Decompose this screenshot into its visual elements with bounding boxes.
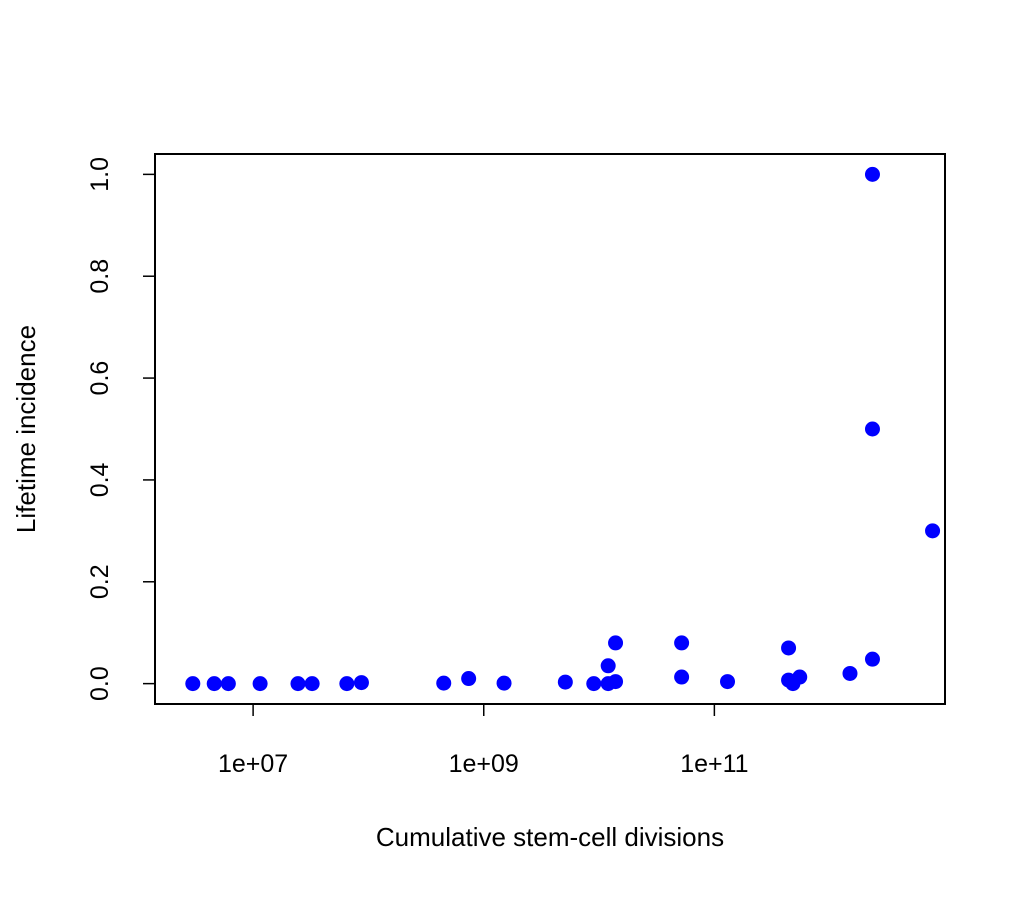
data-point <box>864 166 880 182</box>
data-point <box>252 676 268 692</box>
x-tick-label: 1e+07 <box>218 750 288 778</box>
data-point <box>185 676 201 692</box>
x-tick-label: 1e+09 <box>449 750 519 778</box>
data-point <box>600 658 616 674</box>
y-tick-label: 1.0 <box>86 157 114 192</box>
data-point <box>290 676 306 692</box>
data-point <box>792 669 808 685</box>
data-point <box>461 671 477 687</box>
data-point <box>608 635 624 651</box>
data-point <box>925 523 941 539</box>
data-point <box>864 651 880 667</box>
x-tick-label: 1e+11 <box>680 750 748 778</box>
y-tick-label: 0.8 <box>86 259 114 294</box>
data-point <box>720 674 736 690</box>
y-tick-label: 0.6 <box>86 361 114 396</box>
y-axis-label: Lifetime incidence <box>11 325 41 533</box>
data-point <box>339 676 355 692</box>
y-tick-label: 0.0 <box>86 666 114 701</box>
data-point <box>206 676 222 692</box>
x-axis: 1e+07 1e+09 1e+11 <box>218 703 749 778</box>
data-point <box>436 675 452 691</box>
data-point <box>674 635 690 651</box>
y-tick-label: 0.4 <box>86 462 114 497</box>
data-point <box>496 675 512 691</box>
data-point <box>781 640 797 656</box>
y-axis: 0.0 0.2 0.4 0.6 0.8 1.0 <box>86 157 156 701</box>
data-point <box>353 675 369 691</box>
data-point <box>864 421 880 437</box>
data-point <box>842 665 858 681</box>
data-point <box>674 669 690 685</box>
data-point <box>608 674 624 690</box>
plot-area-border <box>154 153 946 705</box>
data-point <box>304 676 320 692</box>
y-tick-label: 0.2 <box>86 564 114 599</box>
data-point <box>557 674 573 690</box>
data-point <box>586 676 602 692</box>
x-axis-label: Cumulative stem-cell divisions <box>376 822 724 852</box>
data-points <box>185 166 941 692</box>
data-point <box>220 676 236 692</box>
